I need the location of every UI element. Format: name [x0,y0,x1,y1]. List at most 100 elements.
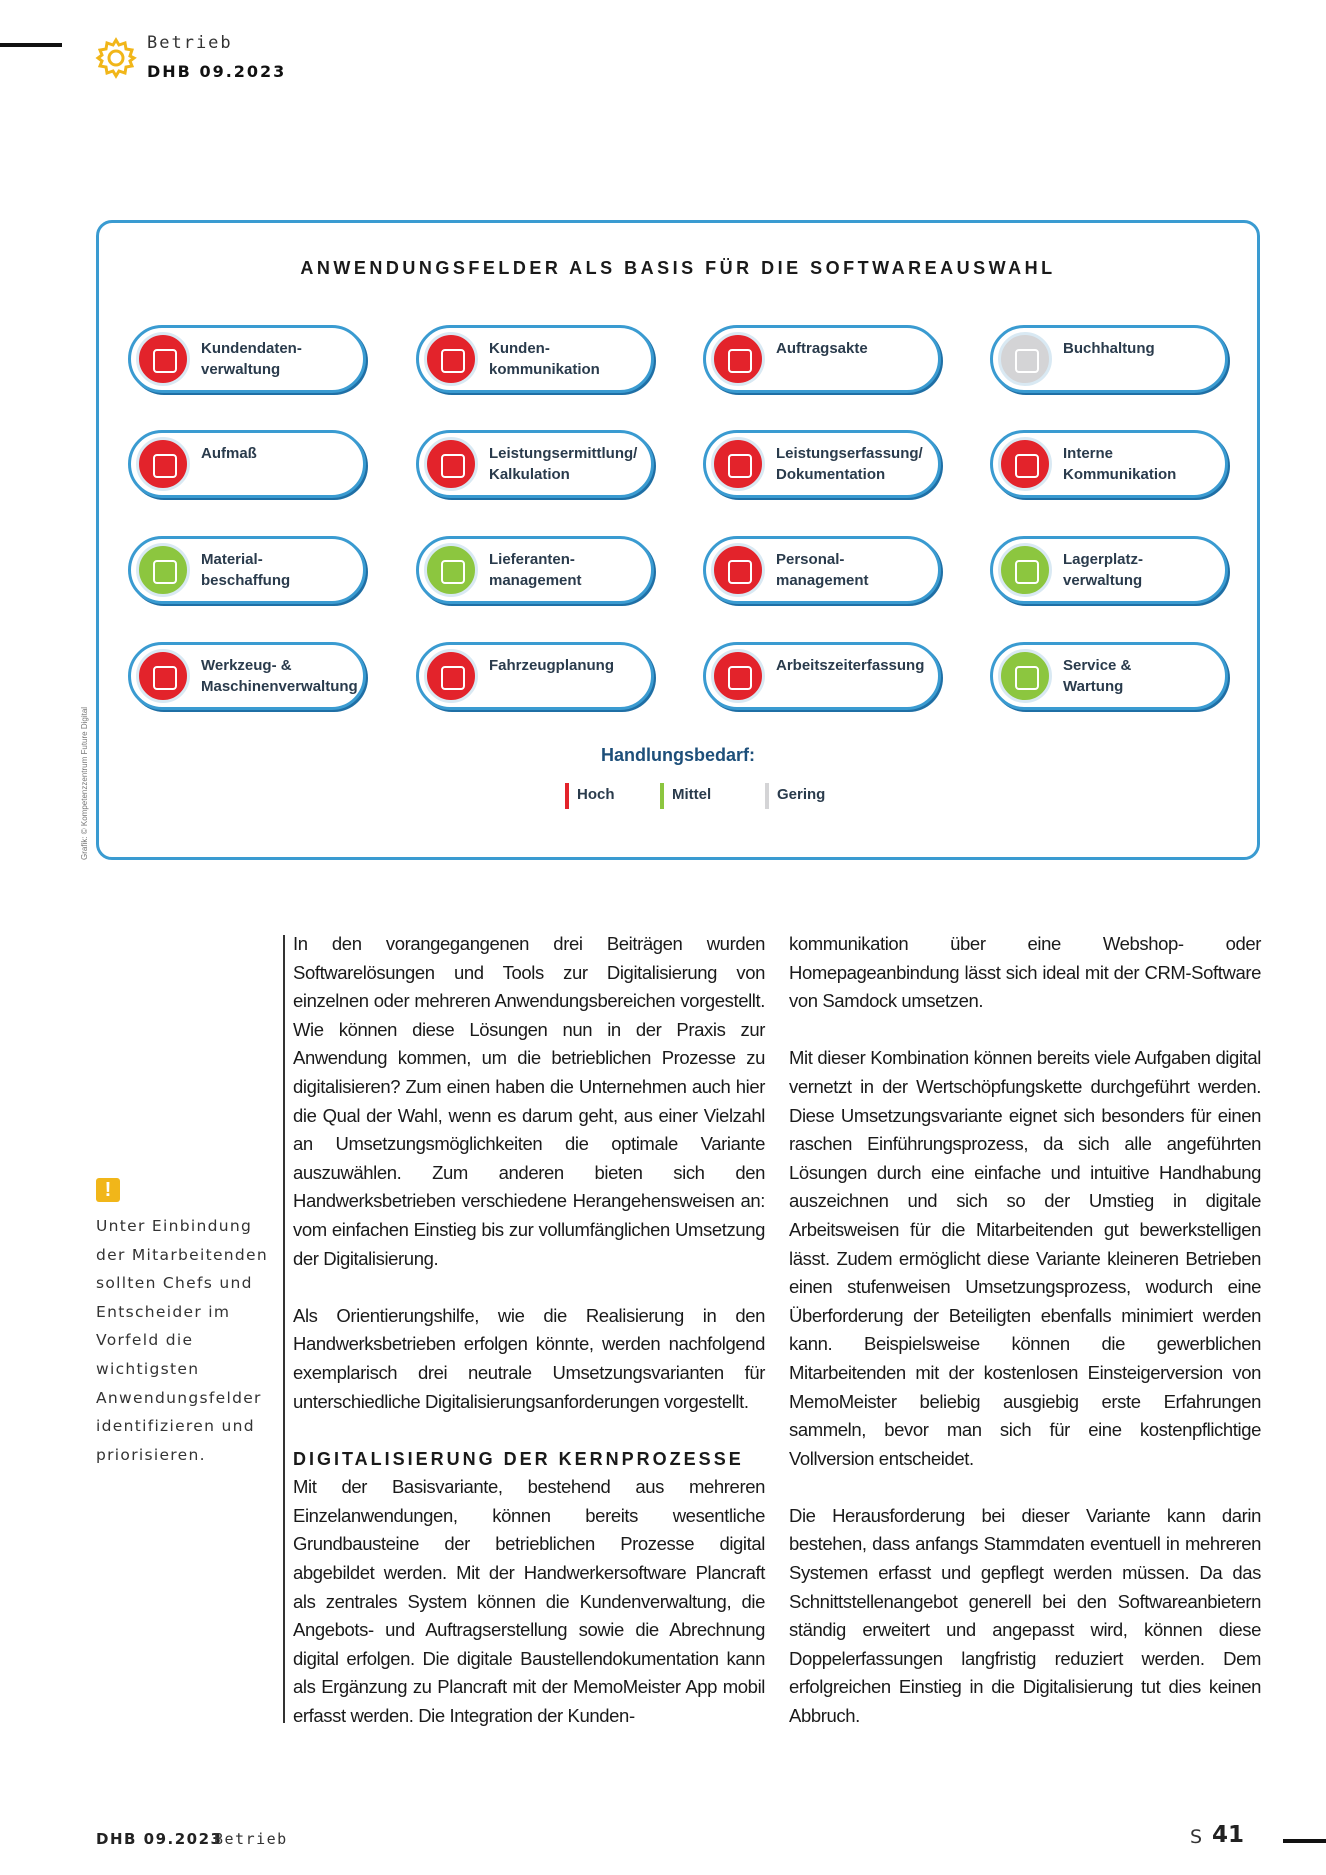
field-label: Werkzeug- & Maschinenverwaltung [201,655,358,697]
footer-rule [1283,1839,1326,1843]
legend-swatch [660,783,664,809]
footer-section: Betrieb [214,1830,288,1848]
field-icon [711,437,765,491]
field-icon [998,543,1052,597]
field-label-line: beschaffung [201,572,291,589]
legend-entry: Mittel [660,783,711,809]
field-label-line: Werkzeug- & [201,657,292,674]
footer-issue: DHB 09.2023 [96,1830,223,1848]
field-icon [998,649,1052,703]
footer-page-prefix: S [1190,1826,1203,1848]
field-icon [998,332,1052,386]
gear-icon [95,37,137,79]
field-label-line: Buchhaltung [1063,340,1155,357]
field-label-line: management [489,572,582,589]
field-label-line: Kommunikation [1063,466,1177,483]
field-label-line: Dokumentation [776,466,886,483]
field-label-line: kommunikation [489,361,600,378]
field-label-line: Maschinenverwaltung [201,678,358,695]
article-column: In den vorangegangenen drei Beiträgen wu… [293,930,765,1759]
field-label-line: Kundendaten- [201,340,302,357]
field-icon [136,332,190,386]
field-icon [424,649,478,703]
field-label-line: Service & [1063,657,1132,674]
field-icon [711,543,765,597]
footer-page-number: 41 [1212,1822,1245,1848]
field-label: Lagerplatz-verwaltung [1063,549,1143,591]
field-pill: Lieferanten-management [416,536,654,604]
field-label-line: Lagerplatz- [1063,551,1144,568]
field-label-line: Wartung [1063,678,1124,695]
note-text: Unter Einbindung der Mitarbeitenden soll… [96,1217,269,1464]
field-icon [424,437,478,491]
field-label-line: Arbeitszeiterfassung [776,657,925,674]
paragraph: Als Orientierungshilfe, wie die Realisie… [293,1304,765,1412]
field-pill: Service & Wartung [990,642,1228,710]
field-label: Interne Kommunikation [1063,443,1176,485]
field-icon [136,437,190,491]
field-label: Buchhaltung [1063,338,1155,359]
field-label: Personal-management [776,549,869,591]
field-label-line: Personal- [776,551,845,568]
header-section: Betrieb [147,33,233,53]
field-label-line: Leistungsermittlung/ [489,445,638,462]
field-pill: Werkzeug- & Maschinenverwaltung [128,642,366,710]
field-pill: Auftragsakte [703,325,941,393]
graphic-frame [96,220,1260,860]
legend-entry: Hoch [565,783,615,809]
field-icon [998,437,1052,491]
field-pill: Leistungsermittlung/Kalkulation [416,430,654,498]
field-pill: Leistungserfassung/Dokumentation [703,430,941,498]
field-label: Leistungserfassung/Dokumentation [776,443,923,485]
field-icon [424,543,478,597]
field-label-line: Aufmaß [201,445,257,462]
field-label-line: Kunden- [489,340,550,357]
field-label-line: Fahrzeugplanung [489,657,614,674]
field-label: Aufmaß [201,443,257,464]
field-pill: Material-beschaffung [128,536,366,604]
legend-swatch [565,783,569,809]
graphic-credit: Grafik: © Kompetenzzentrum Future Digita… [80,706,89,860]
header-rule [0,43,62,47]
field-pill: Fahrzeugplanung [416,642,654,710]
field-label: Material-beschaffung [201,549,290,591]
paragraph: kommunikation über eine Webshop- oder Ho… [789,933,1261,1012]
field-label: Leistungsermittlung/Kalkulation [489,443,637,485]
paragraph: Die Herausforderung bei dieser Variante … [789,1504,1261,1727]
field-label-line: verwaltung [1063,572,1143,589]
field-icon [136,649,190,703]
field-pill: Arbeitszeiterfassung [703,642,941,710]
field-label: Auftragsakte [776,338,868,359]
field-label: Service & Wartung [1063,655,1131,697]
article-column: kommunikation über eine Webshop- oder Ho… [789,930,1261,1759]
field-pill: Aufmaß [128,430,366,498]
field-label-line: verwaltung [201,361,281,378]
legend-label: Gering [777,786,826,803]
section-heading: DIGITALISIERUNG DER KERNPROZESSE [293,1448,744,1469]
field-icon [136,543,190,597]
legend-label: Hoch [577,786,615,803]
field-label-line: management [776,572,869,589]
paragraph: Mit dieser Kombination können bereits vi… [789,1047,1261,1469]
field-label-line: Leistungserfassung/ [776,445,923,462]
field-label-line: Interne [1063,445,1114,462]
field-label: Kundendaten-verwaltung [201,338,302,380]
paragraph: In den vorangegangenen drei Beiträgen wu… [293,933,765,1269]
note-icon: ! [96,1178,120,1202]
legend-title: Handlungsbedarf: [600,745,755,765]
field-label-line: Lieferanten- [489,551,575,568]
column-rule [283,935,285,1723]
field-label-line: Material- [201,551,263,568]
field-icon [711,649,765,703]
field-pill: Personal-management [703,536,941,604]
header-issue: DHB 09.2023 [147,62,287,81]
graphic-title: ANWENDUNGSFELDER ALS BASIS FÜR DIE SOFTW… [300,258,1056,278]
legend-entry: Gering [765,783,826,809]
field-pill: Kundendaten-verwaltung [128,325,366,393]
field-label-line: Auftragsakte [776,340,868,357]
field-label: Fahrzeugplanung [489,655,614,676]
field-pill: Lagerplatz-verwaltung [990,536,1228,604]
field-label-line: Kalkulation [489,466,570,483]
